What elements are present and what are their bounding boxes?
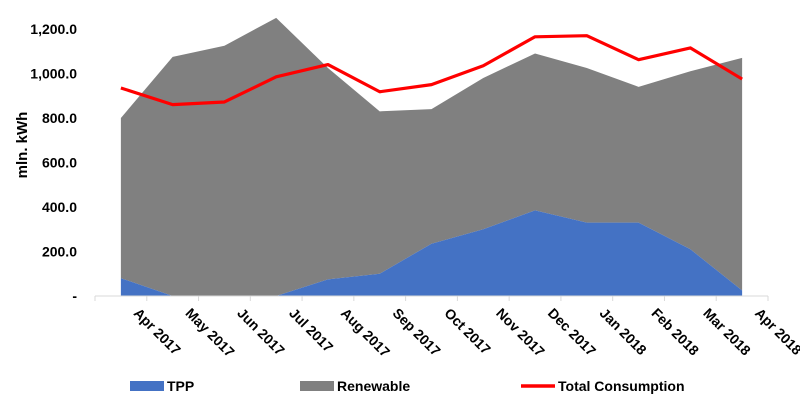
x-tick-label: Sep 2017 xyxy=(390,305,444,359)
legend-label: Total Consumption xyxy=(558,378,685,394)
legend-swatch xyxy=(300,381,334,391)
plot-area xyxy=(120,17,743,296)
legend-item: TPP xyxy=(130,378,194,394)
y-tick-label: 600.0 xyxy=(42,155,77,171)
total-consumption-line xyxy=(120,34,743,107)
y-tick-label: 800.0 xyxy=(42,110,77,126)
y-tick-label: - xyxy=(72,288,77,304)
legend-item: Total Consumption xyxy=(521,378,685,394)
x-tick-label: Jan 2018 xyxy=(597,305,650,358)
x-tick-label: Nov 2017 xyxy=(493,305,548,360)
legend-swatch xyxy=(130,381,164,391)
y-tick-label: 400.0 xyxy=(42,199,77,215)
renewable-area xyxy=(120,17,743,296)
x-tick-label: May 2017 xyxy=(183,305,238,360)
y-tick-label: 1,200.0 xyxy=(30,21,77,37)
x-tick-label: Mar 2018 xyxy=(700,305,754,359)
x-tick-label: Oct 2017 xyxy=(441,305,494,358)
x-tick-label: Dec 2017 xyxy=(545,305,599,359)
legend-item: Renewable xyxy=(300,378,410,394)
legend-label: TPP xyxy=(167,378,194,394)
legend: TPP Renewable Total Consumption xyxy=(130,378,685,394)
x-tick-label: Jun 2017 xyxy=(234,305,288,359)
x-tick-label: Feb 2018 xyxy=(648,305,702,359)
legend-label: Renewable xyxy=(337,378,410,394)
x-tick-label: Jul 2017 xyxy=(286,305,337,356)
y-tick-label: 200.0 xyxy=(42,244,77,260)
y-tick-label: 1,000.0 xyxy=(30,66,77,82)
y-axis-label: mln. kWh xyxy=(14,112,31,179)
x-tick-label: Apr 2018 xyxy=(752,305,800,358)
x-tick-label: Aug 2017 xyxy=(338,305,393,360)
tpp-area xyxy=(120,210,743,296)
x-tick-label: Apr 2017 xyxy=(131,305,184,358)
